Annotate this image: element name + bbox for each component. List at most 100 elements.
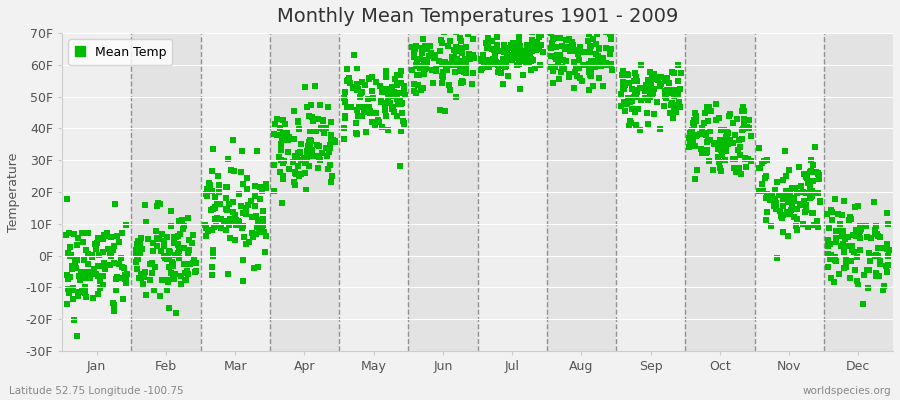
Point bbox=[275, 131, 290, 138]
Point bbox=[78, 269, 93, 276]
Point bbox=[130, 253, 144, 260]
Point bbox=[104, 252, 118, 259]
Point bbox=[794, 183, 808, 189]
Point bbox=[151, 235, 166, 241]
Point bbox=[653, 81, 668, 87]
Point bbox=[549, 55, 563, 62]
Point bbox=[222, 235, 237, 241]
Point bbox=[713, 137, 727, 143]
Point bbox=[482, 63, 496, 70]
Point bbox=[237, 223, 251, 230]
Point bbox=[447, 54, 462, 60]
Point bbox=[259, 181, 274, 188]
Point bbox=[842, 257, 856, 264]
Point bbox=[596, 83, 610, 90]
Point bbox=[880, 268, 895, 275]
Point bbox=[720, 141, 734, 148]
Point bbox=[769, 206, 783, 212]
Point bbox=[868, 230, 883, 236]
Point bbox=[110, 233, 124, 239]
Point bbox=[870, 233, 885, 240]
Point bbox=[621, 97, 635, 104]
Point bbox=[595, 58, 609, 64]
Point bbox=[219, 227, 233, 234]
Point bbox=[439, 67, 454, 74]
Point bbox=[77, 288, 92, 294]
Point bbox=[104, 246, 118, 252]
Point bbox=[673, 104, 688, 110]
Point bbox=[308, 82, 322, 89]
Point bbox=[104, 234, 118, 240]
Point bbox=[485, 38, 500, 45]
Point bbox=[829, 258, 843, 264]
Point bbox=[625, 98, 639, 104]
Point bbox=[695, 150, 709, 157]
Point bbox=[146, 247, 160, 254]
Point bbox=[58, 232, 73, 238]
Point bbox=[382, 93, 396, 100]
Point bbox=[445, 60, 459, 67]
Point bbox=[851, 281, 866, 288]
Point bbox=[440, 63, 454, 69]
Point bbox=[824, 254, 838, 260]
Point bbox=[410, 58, 424, 64]
Point bbox=[112, 238, 127, 245]
Point bbox=[776, 176, 790, 183]
Point bbox=[299, 158, 313, 165]
Point bbox=[701, 158, 716, 164]
Point bbox=[417, 70, 431, 77]
Point bbox=[323, 132, 338, 139]
Point bbox=[232, 218, 247, 225]
Point bbox=[725, 119, 740, 126]
Point bbox=[573, 44, 588, 50]
Point bbox=[849, 232, 863, 239]
Point bbox=[824, 274, 838, 281]
Point bbox=[779, 208, 794, 215]
Point bbox=[496, 81, 510, 88]
Point bbox=[413, 65, 428, 71]
Point bbox=[234, 169, 248, 176]
Point bbox=[760, 209, 774, 216]
Point bbox=[638, 88, 652, 95]
Point bbox=[661, 90, 675, 96]
Point bbox=[174, 281, 188, 288]
Point bbox=[114, 274, 129, 281]
Point bbox=[591, 58, 606, 65]
Point bbox=[867, 199, 881, 205]
Point bbox=[213, 201, 228, 208]
Point bbox=[95, 273, 110, 280]
Point bbox=[235, 225, 249, 231]
Point bbox=[708, 101, 723, 107]
Point bbox=[852, 247, 867, 253]
Point bbox=[354, 90, 368, 96]
Point bbox=[529, 47, 544, 53]
Point bbox=[706, 166, 720, 173]
Point bbox=[151, 200, 166, 206]
Point bbox=[842, 216, 856, 223]
Point bbox=[821, 239, 835, 245]
Point bbox=[785, 204, 799, 211]
Point bbox=[157, 238, 171, 245]
Point bbox=[643, 68, 657, 75]
Point bbox=[130, 255, 144, 262]
Point bbox=[630, 78, 644, 84]
Point bbox=[187, 256, 202, 262]
Point bbox=[848, 204, 862, 210]
Point bbox=[803, 195, 817, 202]
Point bbox=[441, 43, 455, 50]
Point bbox=[288, 182, 302, 188]
Point bbox=[491, 62, 506, 69]
Point bbox=[822, 242, 836, 249]
Point bbox=[447, 46, 462, 53]
Point bbox=[91, 234, 105, 241]
Point bbox=[323, 162, 338, 168]
Point bbox=[724, 137, 738, 143]
Text: worldspecies.org: worldspecies.org bbox=[803, 386, 891, 396]
Point bbox=[852, 235, 867, 241]
Point bbox=[570, 73, 584, 79]
Point bbox=[658, 88, 672, 95]
Point bbox=[796, 221, 810, 227]
Point bbox=[220, 184, 234, 190]
Point bbox=[417, 66, 431, 72]
Point bbox=[411, 82, 426, 88]
